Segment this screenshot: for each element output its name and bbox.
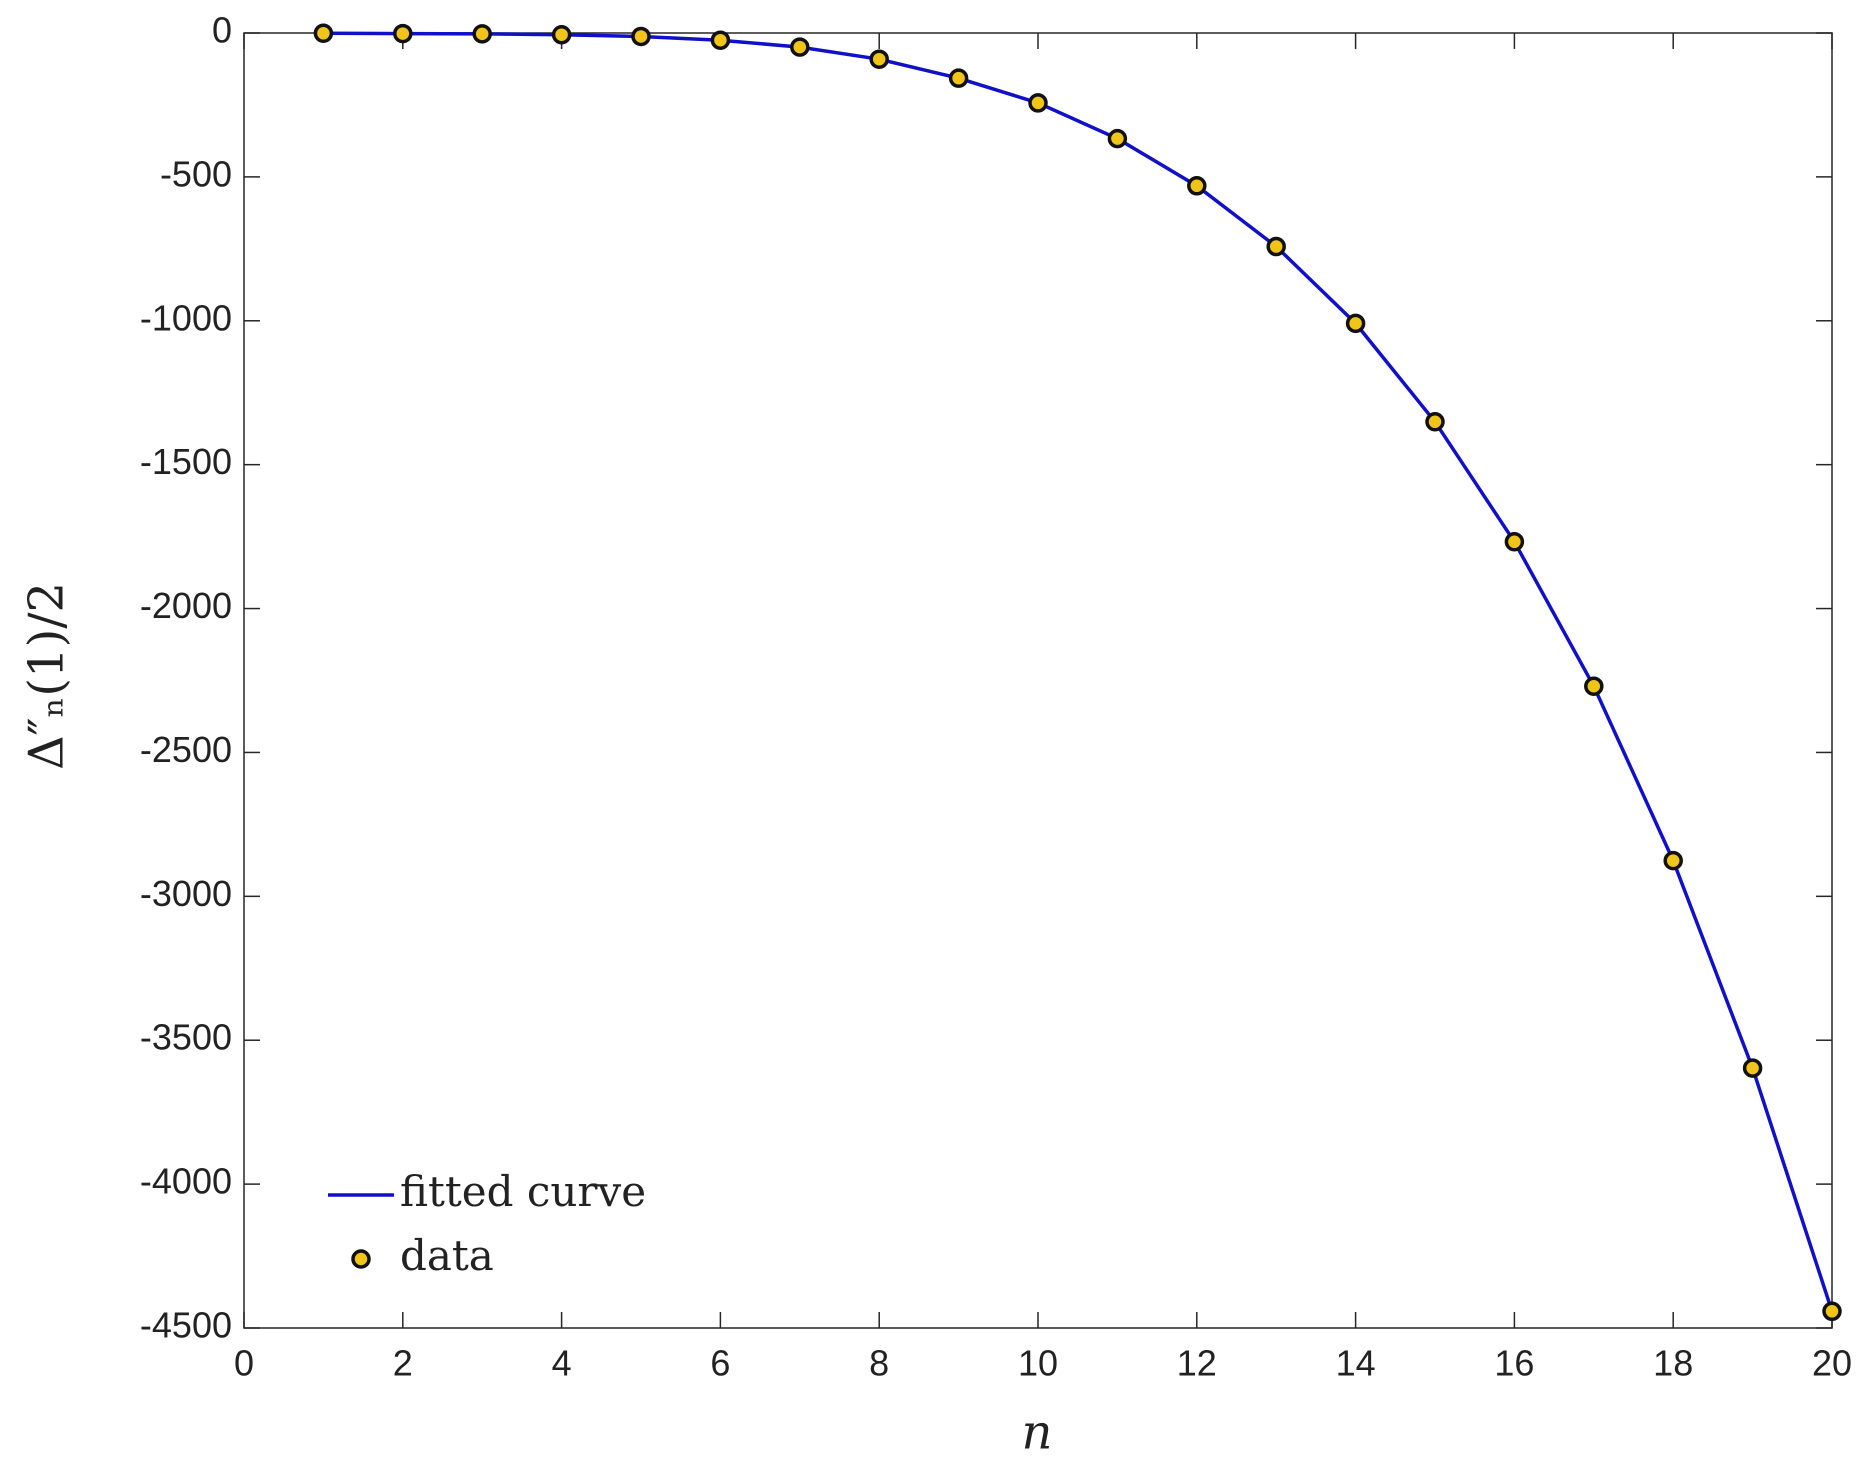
legend-label: data [400,1231,494,1280]
y-tick-label: -2000 [140,585,232,626]
data-point [1187,176,1207,196]
fitted-line [323,31,1834,1312]
data-point [1107,128,1128,149]
data-point [869,49,889,69]
data-point [1663,850,1683,871]
x-tick-label: 12 [1177,1343,1217,1384]
data-point [1266,236,1286,257]
data-point [790,37,810,57]
x-tick-label: 16 [1494,1343,1534,1384]
x-tick-label: 18 [1653,1343,1693,1384]
legend-marker [351,1249,371,1269]
y-tick-label: -4000 [140,1161,232,1202]
data-point [948,68,969,88]
y-tick-label: -1500 [140,441,232,482]
y-tick-label: -1000 [140,297,232,338]
data-point [551,24,572,45]
data-point [1584,676,1604,697]
y-axis-label: Δ″ₙ(1)/2 [19,582,75,770]
data-point [1425,412,1445,432]
x-tick-label: 8 [869,1343,889,1384]
data-point [1028,93,1048,113]
data-point [1504,532,1525,552]
data-point [393,23,413,44]
data-point [1822,1301,1842,1322]
x-tick-label: 20 [1812,1343,1852,1384]
data-point [1742,1058,1763,1078]
x-tick-label: 10 [1018,1343,1058,1384]
data-point [710,30,731,50]
y-tick-label: -500 [160,153,232,194]
y-tick-label: -3000 [140,873,232,914]
data-point [472,24,492,44]
legend-label: fitted curve [400,1167,646,1216]
y-tick-label: -2500 [140,729,232,770]
data-point [313,23,334,44]
y-tick-label: -3500 [140,1017,232,1058]
x-tick-label: 4 [552,1343,572,1384]
x-axis-label: n [1022,1405,1053,1461]
x-tick-label: 2 [393,1343,413,1384]
x-tick-label: 14 [1336,1343,1376,1384]
x-tick-label: 0 [234,1343,254,1384]
y-tick-label: -4500 [140,1305,232,1346]
data-point [631,26,651,47]
y-tick-label: 0 [212,10,232,51]
x-tick-label: 6 [710,1343,730,1384]
data-point [1345,313,1366,334]
